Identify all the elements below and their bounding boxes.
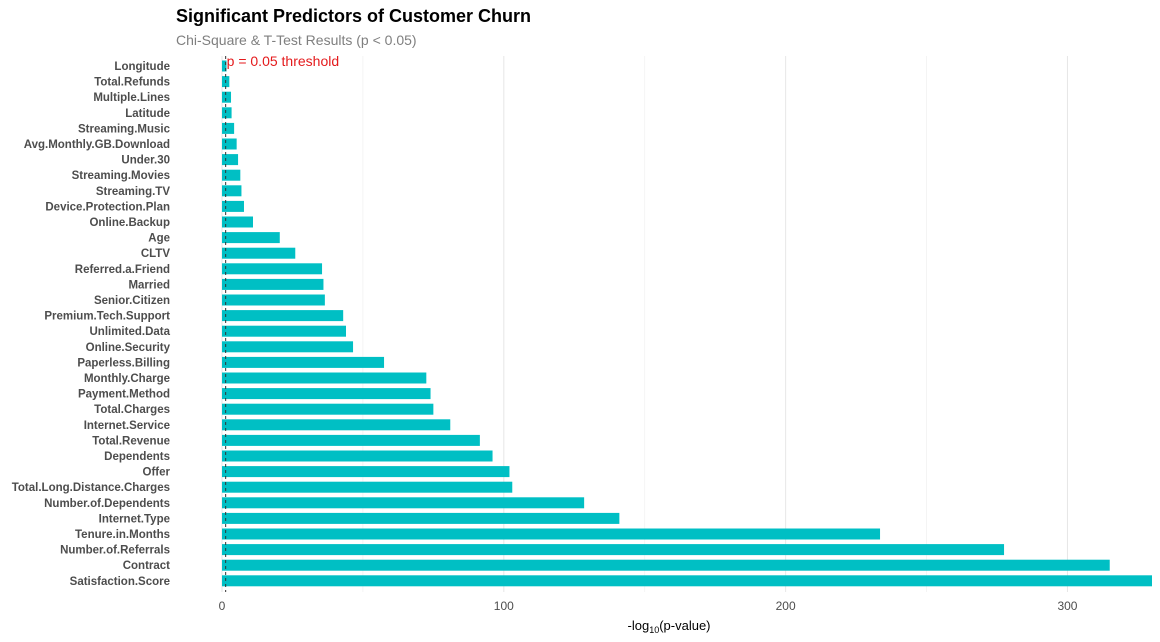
category-label: Internet.Type bbox=[99, 513, 170, 525]
category-label: CLTV bbox=[141, 248, 171, 260]
bar bbox=[222, 372, 427, 384]
bar bbox=[222, 310, 344, 322]
bar bbox=[222, 388, 431, 400]
bar bbox=[222, 91, 232, 103]
category-label: Total.Refunds bbox=[94, 77, 170, 89]
category-label: Offer bbox=[143, 467, 171, 479]
category-label: Paperless.Billing bbox=[77, 357, 170, 369]
bar bbox=[222, 107, 232, 119]
category-label: Latitude bbox=[125, 108, 170, 120]
category-label: Total.Long.Distance.Charges bbox=[12, 482, 170, 494]
category-label: Number.of.Dependents bbox=[44, 498, 170, 510]
bar bbox=[222, 247, 296, 259]
bar bbox=[222, 232, 280, 244]
bar bbox=[222, 325, 346, 337]
x-tick-label: 200 bbox=[776, 599, 796, 613]
bar bbox=[222, 450, 493, 462]
bar bbox=[222, 512, 620, 524]
category-label: Unlimited.Data bbox=[89, 326, 170, 338]
bar bbox=[222, 341, 354, 353]
bar bbox=[222, 154, 239, 166]
category-label: Longitude bbox=[114, 61, 170, 73]
category-label: Multiple.Lines bbox=[93, 92, 170, 104]
grid-lines bbox=[221, 56, 1068, 592]
x-tick-label: 100 bbox=[494, 599, 514, 613]
threshold-line-group: p = 0.05 threshold bbox=[225, 53, 339, 592]
category-label: Payment.Method bbox=[78, 389, 170, 401]
category-label: Referred.a.Friend bbox=[75, 264, 170, 276]
bar bbox=[222, 294, 325, 306]
bar bbox=[222, 169, 241, 181]
x-tick-labels: 0 100 200 300 bbox=[219, 599, 1078, 613]
category-label: Under.30 bbox=[121, 155, 170, 167]
category-label: Total.Revenue bbox=[92, 435, 170, 447]
bar bbox=[222, 263, 323, 275]
bar bbox=[222, 575, 1152, 587]
bar bbox=[222, 200, 244, 212]
chart-title: Significant Predictors of Customer Churn bbox=[176, 6, 532, 26]
threshold-label: p = 0.05 threshold bbox=[227, 53, 339, 69]
category-label: Device.Protection.Plan bbox=[45, 201, 170, 213]
x-axis-title: -log10(p-value) bbox=[628, 618, 711, 635]
category-label: Monthly.Charge bbox=[84, 373, 170, 385]
bar bbox=[222, 497, 585, 509]
category-label: Satisfaction.Score bbox=[70, 576, 170, 588]
category-label: Internet.Service bbox=[84, 420, 170, 432]
bar bbox=[222, 419, 451, 431]
category-label: Senior.Citizen bbox=[94, 295, 170, 307]
bar bbox=[222, 559, 1110, 571]
x-tick-label: 0 bbox=[219, 599, 226, 613]
bar bbox=[222, 60, 227, 72]
bar bbox=[222, 434, 480, 446]
category-label: Total.Charges bbox=[94, 404, 170, 416]
category-labels: Longitude Total.Refunds Multiple.Lines Lati… bbox=[12, 61, 171, 588]
chart-subtitle: Chi-Square & T-Test Results (p < 0.05) bbox=[176, 32, 417, 48]
bar bbox=[222, 481, 513, 493]
bar bbox=[222, 544, 1005, 556]
bar bbox=[222, 403, 434, 415]
category-label: Tenure.in.Months bbox=[75, 529, 170, 541]
bar bbox=[222, 356, 385, 368]
category-label: Dependents bbox=[104, 451, 170, 463]
bar bbox=[222, 278, 324, 290]
bars bbox=[222, 60, 1152, 587]
bar bbox=[222, 122, 235, 134]
category-label: Streaming.Music bbox=[78, 123, 171, 135]
bar bbox=[222, 185, 242, 197]
category-label: Married bbox=[128, 279, 170, 291]
category-label: Number.of.Referrals bbox=[60, 545, 170, 557]
bar bbox=[222, 138, 237, 150]
bar bbox=[222, 528, 881, 540]
category-label: Online.Security bbox=[86, 342, 171, 354]
x-tick-label: 300 bbox=[1057, 599, 1077, 613]
category-label: Contract bbox=[123, 560, 170, 572]
category-label: Premium.Tech.Support bbox=[44, 311, 170, 323]
category-label: Online.Backup bbox=[89, 217, 170, 229]
bar bbox=[222, 216, 253, 228]
category-label: Age bbox=[148, 233, 170, 245]
bar bbox=[222, 466, 510, 478]
category-label: Streaming.TV bbox=[96, 186, 170, 198]
category-label: Streaming.Movies bbox=[72, 170, 170, 182]
category-label: Avg.Monthly.GB.Download bbox=[24, 139, 170, 151]
